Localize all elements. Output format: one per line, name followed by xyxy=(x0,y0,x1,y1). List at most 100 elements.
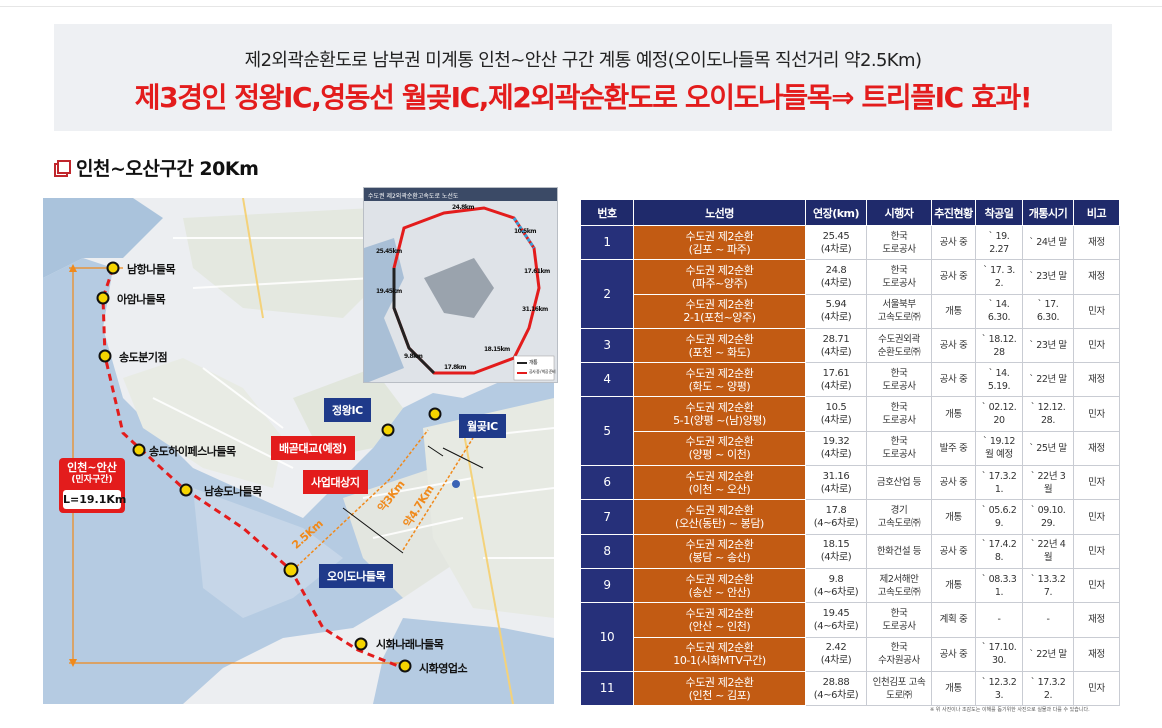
header-subtitle: 제2외곽순환도로 남부권 미계통 인천~안산 구간 계통 예정(오이도나들목 직… xyxy=(244,50,922,71)
inset-segment-label: 17.8km xyxy=(444,364,467,371)
start-date-cell-line: ` 17. 3. xyxy=(983,264,1015,276)
start-date-cell-line: ` 08.3.3 xyxy=(981,573,1017,585)
operator-cell-line: 도로공사 xyxy=(882,415,916,427)
status-cell-line: 공사 중 xyxy=(939,477,968,489)
open-date-cell: ` 25년 말 xyxy=(1022,430,1074,467)
length-cell-line: (4차로) xyxy=(820,243,852,255)
remark-cell-line: 민자 xyxy=(1088,580,1105,592)
operator-cell: 금호산업 등 xyxy=(866,465,932,501)
length-cell: 19.45 (4~6차로) xyxy=(805,602,867,638)
route-name-cell-line: (안산 ~ 인천) xyxy=(688,619,751,633)
length-cell-line: 24.8 xyxy=(825,264,847,276)
length-cell-line: 17.8 xyxy=(825,505,847,517)
length-cell-line: 19.32 xyxy=(822,436,850,448)
length-cell-line: (4~6차로) xyxy=(813,518,859,530)
length-cell-line: 25.45 xyxy=(822,230,850,242)
route-name-cell: 수도권 제2순환 10-1(시화MTV구간) xyxy=(633,636,806,672)
remark-cell: 민자 xyxy=(1073,533,1120,569)
route-status-table: 번호 노선명 연장(km) 시행자 추진현황 착공일 개통시기 비고 1 수도권 … xyxy=(580,199,1120,707)
column-header: 추진현황 xyxy=(931,199,976,226)
start-date-cell: ` 12.3.2 3. xyxy=(975,670,1023,707)
table-row: 9 수도권 제2순환 (송산 ~ 안산) 9.8 (4~6차로) 제2서해안 고속도로㈜ 개통… xyxy=(580,567,1120,604)
open-date-cell: - xyxy=(1022,602,1074,638)
start-date-cell: ` 14. 6.30. xyxy=(975,293,1023,329)
length-cell-line: (4차로) xyxy=(820,655,852,667)
remark-cell: 재정 xyxy=(1073,636,1120,672)
start-date-cell-line: ` 14. xyxy=(988,299,1010,311)
length-cell: 17.8 (4~6차로) xyxy=(805,499,867,535)
remark-cell: 민자 xyxy=(1073,465,1120,501)
section-box-line2: (민자구간) xyxy=(71,475,113,485)
remark-cell: 재정 xyxy=(1073,259,1120,295)
route-name-cell-line: (포천 ~ 화도) xyxy=(688,345,751,359)
open-date-cell-line: ` 25년 말 xyxy=(1029,442,1067,454)
remark-cell-line: 재정 xyxy=(1088,237,1105,249)
table-row: 6 수도권 제2순환 (이천 ~ 오산) 31.16 (4차로) 금호산업 등 공사 중 ` … xyxy=(580,465,1120,501)
row-number-cell: 7 xyxy=(580,499,634,535)
column-header: 개통시기 xyxy=(1022,199,1074,226)
start-date-cell: ` 05.6.2 9. xyxy=(975,499,1023,535)
remark-cell-line: 민자 xyxy=(1088,545,1105,557)
status-cell-line: 개통 xyxy=(945,305,962,317)
start-date-cell-line: ` 02.12. xyxy=(981,402,1017,414)
open-date-cell: ` 17.3.2 2. xyxy=(1022,670,1074,707)
start-date-cell-line: 5.19. xyxy=(987,380,1011,392)
table-row: 4 수도권 제2순환 (화도 ~ 양평) 17.61 (4차로) 한국 도로공사 공사 중 ` … xyxy=(580,362,1120,398)
status-cell: 개통 xyxy=(931,567,976,604)
open-date-cell-line: ` 23년 말 xyxy=(1029,340,1067,352)
operator-cell-line: 한국 xyxy=(890,642,908,654)
inset-segment-label: 9.8km xyxy=(404,353,423,360)
length-cell: 28.88 (4~6차로) xyxy=(805,670,867,707)
inset-segment-label: 10.5km xyxy=(514,228,537,235)
remark-cell-line: 민자 xyxy=(1088,305,1105,317)
operator-cell-line: 금호산업 등 xyxy=(876,477,922,489)
status-cell-line: 발주 중 xyxy=(939,442,968,454)
route-name-cell-line: (송산 ~ 안산) xyxy=(688,585,751,599)
section-length-box: 인천~안산 (민자구간) L=19.1Km xyxy=(59,458,126,513)
operator-cell: 한국 수자원공사 xyxy=(866,636,932,672)
operator-cell-line: 한화건설 등 xyxy=(876,545,922,557)
operator-cell: 한국 도로공사 xyxy=(866,362,932,398)
table-row: 7 수도권 제2순환 (오산(동탄) ~ 봉담) 17.8 (4~6차로) 경기 고속도로㈜… xyxy=(580,499,1120,535)
start-date-cell: ` 17.10. 30. xyxy=(975,636,1023,672)
length-cell-line: (4~6차로) xyxy=(813,586,859,598)
route-name-cell-line: (김포 ~ 파주) xyxy=(688,242,751,256)
status-cell-line: 개통 xyxy=(945,683,962,694)
table-row: 1 수도권 제2순환 (김포 ~ 파주) 25.45 (4차로) 한국 도로공사 공사 중 ` … xyxy=(580,224,1120,261)
table-row: 5 수도권 제2순환 5-1(양평 ~(남)양평) 10.5 (4차로) 한국 도로공사 개통… xyxy=(580,396,1120,467)
route-name-cell-line: (봉담 ~ 송산) xyxy=(688,551,751,565)
route-name-cell: 수도권 제2순환 5-1(양평 ~(남)양평) xyxy=(633,396,806,432)
status-cell: 개통 xyxy=(931,293,976,329)
length-cell: 5.94 (4차로) xyxy=(805,293,867,329)
route-name-cell: 수도권 제2순환 (김포 ~ 파주) xyxy=(633,224,806,261)
route-name-cell-line: (이천 ~ 오산) xyxy=(688,482,751,496)
remark-cell-line: 민자 xyxy=(1088,340,1105,352)
start-date-cell-line: 1. xyxy=(994,586,1004,598)
table-row: 2 수도권 제2순환 (파주~양주) 24.8 (4차로) 한국 도로공사 공사 중 ` 17.… xyxy=(580,259,1120,329)
status-cell: 공사 중 xyxy=(931,533,976,569)
length-cell: 19.32 (4차로) xyxy=(805,430,867,467)
operator-cell-line: 도로공사 xyxy=(882,449,916,461)
ic-label: 송도분기점 xyxy=(119,351,168,364)
bridge-tag: 배곧대교(예정) xyxy=(271,436,355,460)
column-header: 착공일 xyxy=(975,199,1023,226)
status-cell: 개통 xyxy=(931,396,976,432)
section-box-line1: 인천~안산 xyxy=(67,461,117,474)
length-cell-line: (4~6차로) xyxy=(813,620,859,632)
status-cell: 공사 중 xyxy=(931,636,976,672)
operator-cell: 한국 도로공사 xyxy=(866,396,932,432)
operator-cell-line: 수자원공사 xyxy=(878,655,920,667)
start-date-cell-line: ` 17.3.2 xyxy=(981,470,1017,482)
status-cell: 발주 중 xyxy=(931,430,976,467)
status-cell-line: 계획 중 xyxy=(939,614,968,626)
remark-cell-line: 재정 xyxy=(1088,442,1105,454)
start-date-cell-line: 1. xyxy=(994,483,1004,495)
open-date-cell-line: ` 13.3.2 7. xyxy=(1030,573,1066,598)
route-name-cell-line: 수도권 제2순환 xyxy=(685,538,754,552)
remark-cell-line: 재정 xyxy=(1088,271,1105,283)
section-box-line3: L=19.1Km xyxy=(63,490,126,509)
length-cell-line: (4차로) xyxy=(820,483,852,495)
route-name-cell-line: 수도권 제2순환 xyxy=(685,572,754,586)
